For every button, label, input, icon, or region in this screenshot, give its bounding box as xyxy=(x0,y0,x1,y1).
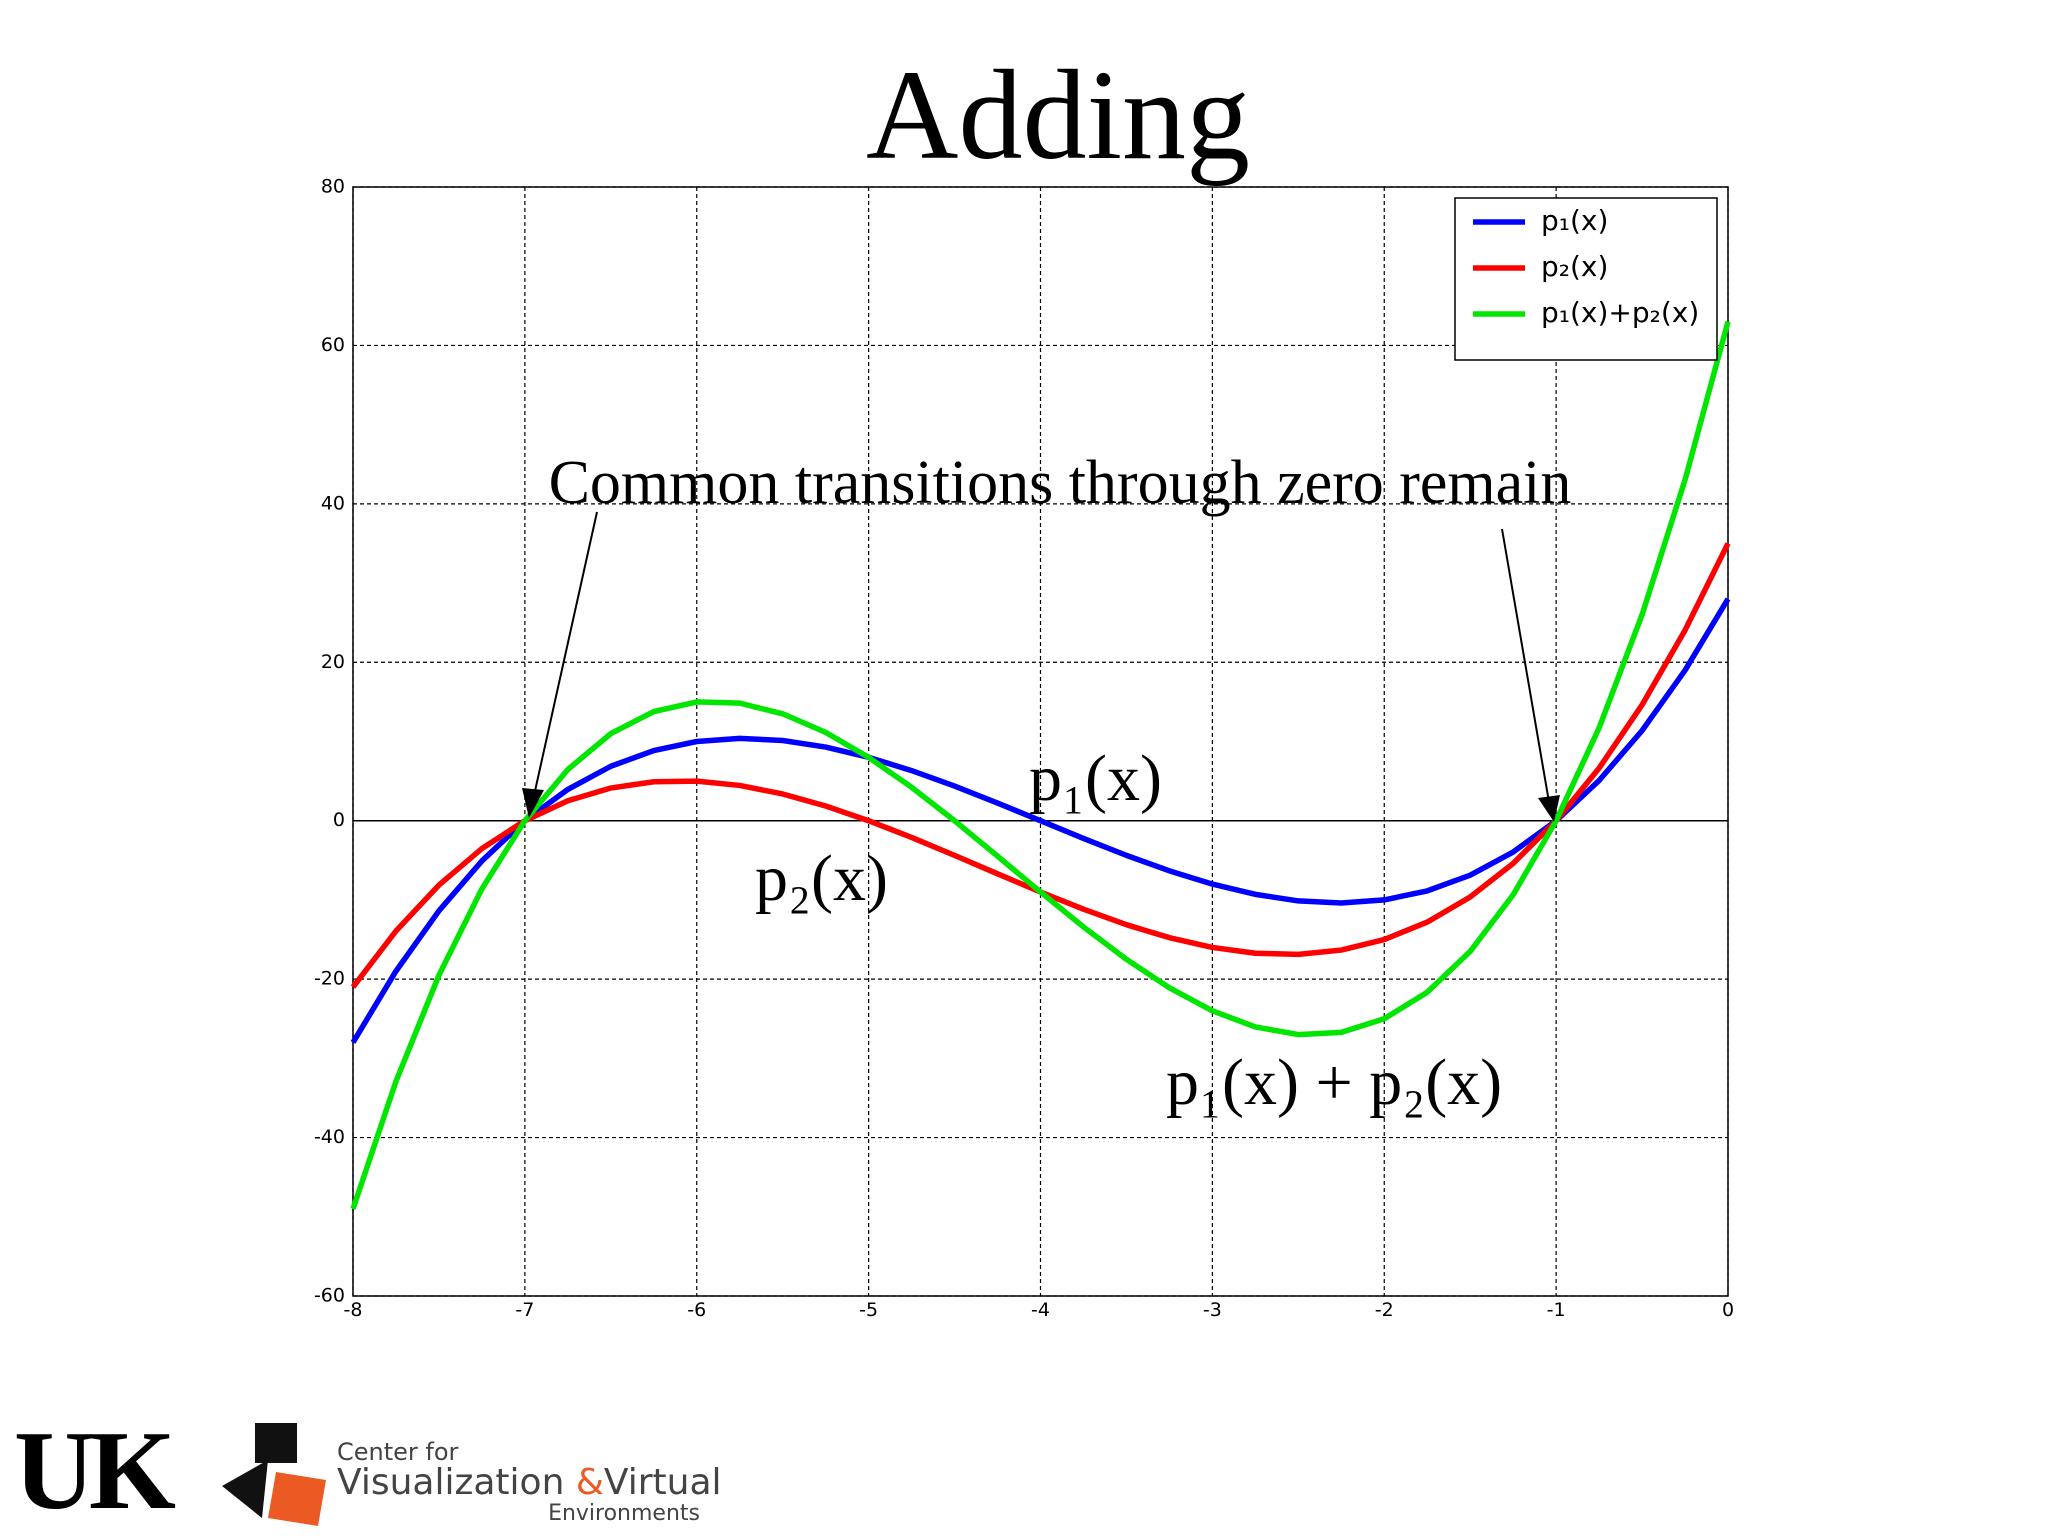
logo-amp: & xyxy=(576,1462,604,1503)
series-line xyxy=(350,320,1731,1210)
x-tick-label: -6 xyxy=(687,1299,706,1321)
y-tick-label: -20 xyxy=(314,968,345,990)
annotation: Common transitions through zero remain xyxy=(549,449,1572,517)
plot: -60 -40 -20 0 20 40 60 80 -8 -7 -6 -5 -4 -3 -2 -1 0 p₁(x)… xyxy=(314,176,1734,1322)
x-tick-label: 0 xyxy=(1722,1299,1734,1321)
x-tick-label: -3 xyxy=(1203,1299,1222,1321)
logo-text: Virtual xyxy=(604,1462,722,1503)
arrow xyxy=(532,511,598,801)
arrow-head xyxy=(522,788,544,818)
logo: UK Center for Visualization &Virtual Env… xyxy=(14,1409,722,1533)
x-tick-label: -1 xyxy=(1547,1299,1566,1321)
annotation: p₂(x) xyxy=(755,842,888,915)
legend-label: p₁(x) xyxy=(1541,204,1608,237)
legend-box xyxy=(1454,197,1718,361)
y-tick-label: -40 xyxy=(314,1126,345,1148)
logo-mark: UK xyxy=(14,1409,176,1533)
logo-text: Environments xyxy=(548,1501,700,1526)
logo-text: Center for xyxy=(337,1438,459,1466)
logo-text: Visualization &Virtual xyxy=(337,1462,722,1503)
logo-text: Visualization xyxy=(337,1462,564,1503)
arrow xyxy=(1501,528,1550,803)
logo-triangle xyxy=(222,1460,268,1518)
y-tick-label: 0 xyxy=(333,809,345,831)
slide-title: Adding xyxy=(866,44,1250,186)
y-tick-label: 80 xyxy=(321,176,345,198)
series-line xyxy=(350,597,1731,1044)
arrow-head xyxy=(1538,795,1560,822)
x-tick-label: -2 xyxy=(1375,1299,1394,1321)
x-tick-label: -7 xyxy=(515,1299,534,1321)
x-tick-label: -8 xyxy=(344,1299,363,1321)
x-tick-label: -4 xyxy=(1031,1299,1050,1321)
plot-frame xyxy=(352,186,1729,1297)
legend-label: p₂(x) xyxy=(1541,250,1608,283)
y-tick-label: 40 xyxy=(321,492,345,514)
y-tick-label: -60 xyxy=(314,1285,345,1307)
y-tick-label: 60 xyxy=(321,334,345,356)
annotation: p₁(x) + p₂(x) xyxy=(1166,1046,1502,1119)
annotation: p₁(x) xyxy=(1029,742,1162,815)
legend-label: p₁(x)+p₂(x) xyxy=(1541,296,1699,329)
y-tick-label: 20 xyxy=(321,651,345,673)
logo-square-orange xyxy=(268,1472,326,1526)
x-tick-label: -5 xyxy=(859,1299,878,1321)
logo-square xyxy=(255,1423,297,1463)
